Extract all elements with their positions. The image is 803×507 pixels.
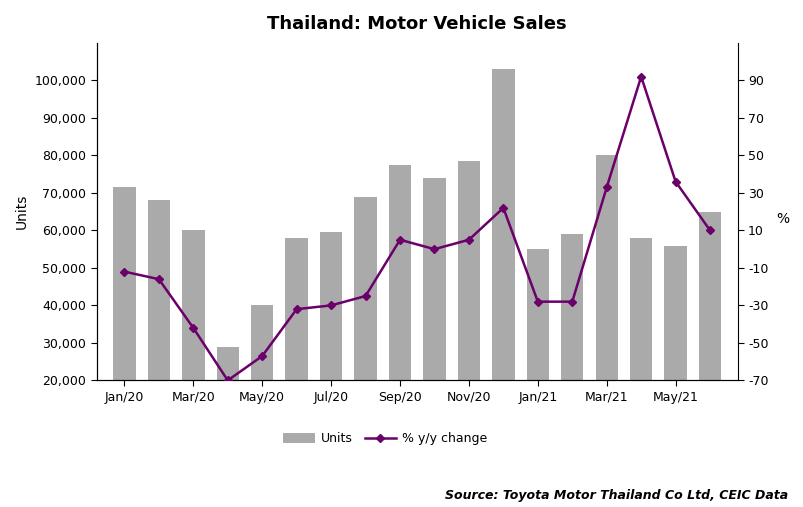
Legend: Units, % y/y change: Units, % y/y change bbox=[278, 427, 492, 450]
Bar bbox=[216, 347, 238, 380]
Y-axis label: Units: Units bbox=[15, 194, 29, 229]
Bar bbox=[663, 245, 686, 380]
Bar bbox=[148, 200, 170, 380]
Bar bbox=[320, 232, 342, 380]
Bar bbox=[630, 238, 651, 380]
Text: Source: Toyota Motor Thailand Co Ltd, CEIC Data: Source: Toyota Motor Thailand Co Ltd, CE… bbox=[444, 489, 787, 502]
Title: Thailand: Motor Vehicle Sales: Thailand: Motor Vehicle Sales bbox=[267, 15, 566, 33]
Bar bbox=[251, 305, 273, 380]
Bar bbox=[285, 238, 308, 380]
Bar bbox=[560, 234, 583, 380]
Y-axis label: %: % bbox=[775, 211, 788, 226]
Bar bbox=[491, 69, 514, 380]
Bar bbox=[354, 197, 377, 380]
Bar bbox=[698, 212, 720, 380]
Bar bbox=[113, 187, 136, 380]
Bar bbox=[182, 230, 204, 380]
Bar bbox=[422, 178, 445, 380]
Bar bbox=[389, 165, 410, 380]
Bar bbox=[526, 249, 548, 380]
Bar bbox=[457, 161, 479, 380]
Bar bbox=[595, 156, 618, 380]
